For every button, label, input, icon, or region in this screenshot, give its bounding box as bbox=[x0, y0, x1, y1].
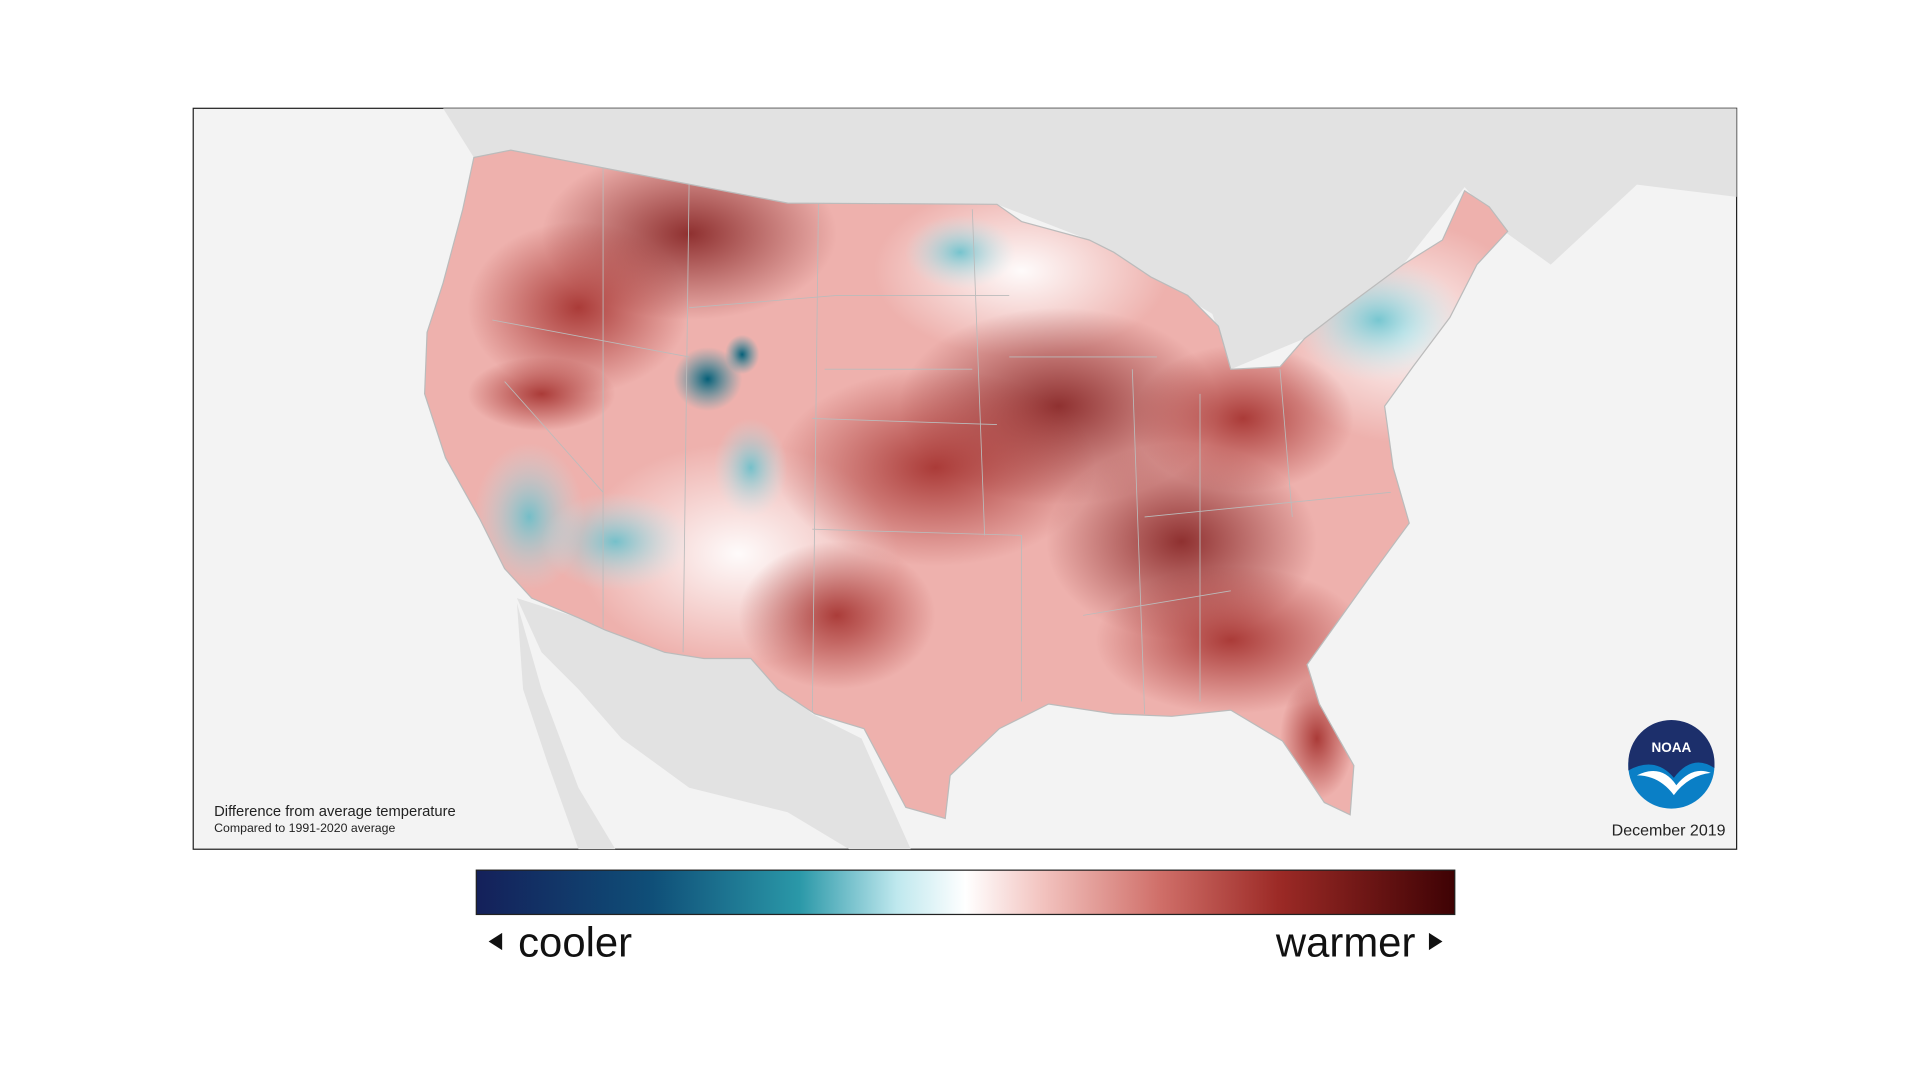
cooler-arrow bbox=[488, 932, 503, 951]
logo-text: NOAA bbox=[1651, 740, 1691, 755]
state-borders bbox=[492, 160, 1391, 714]
map-caption: Difference from average temperature bbox=[214, 804, 456, 820]
color-bar bbox=[475, 869, 1456, 916]
map-date: December 2019 bbox=[1612, 823, 1726, 840]
basemap bbox=[443, 108, 1737, 850]
baja bbox=[516, 603, 616, 850]
canada bbox=[443, 108, 1737, 370]
mexico bbox=[516, 598, 911, 850]
warmer-arrow bbox=[1428, 932, 1443, 951]
noaa-logo: NOAA bbox=[1628, 720, 1715, 809]
legend-low-label: cooler bbox=[518, 918, 632, 965]
map-subcaption: Compared to 1991-2020 average bbox=[214, 821, 395, 835]
legend-high-label: warmer bbox=[1275, 918, 1416, 965]
